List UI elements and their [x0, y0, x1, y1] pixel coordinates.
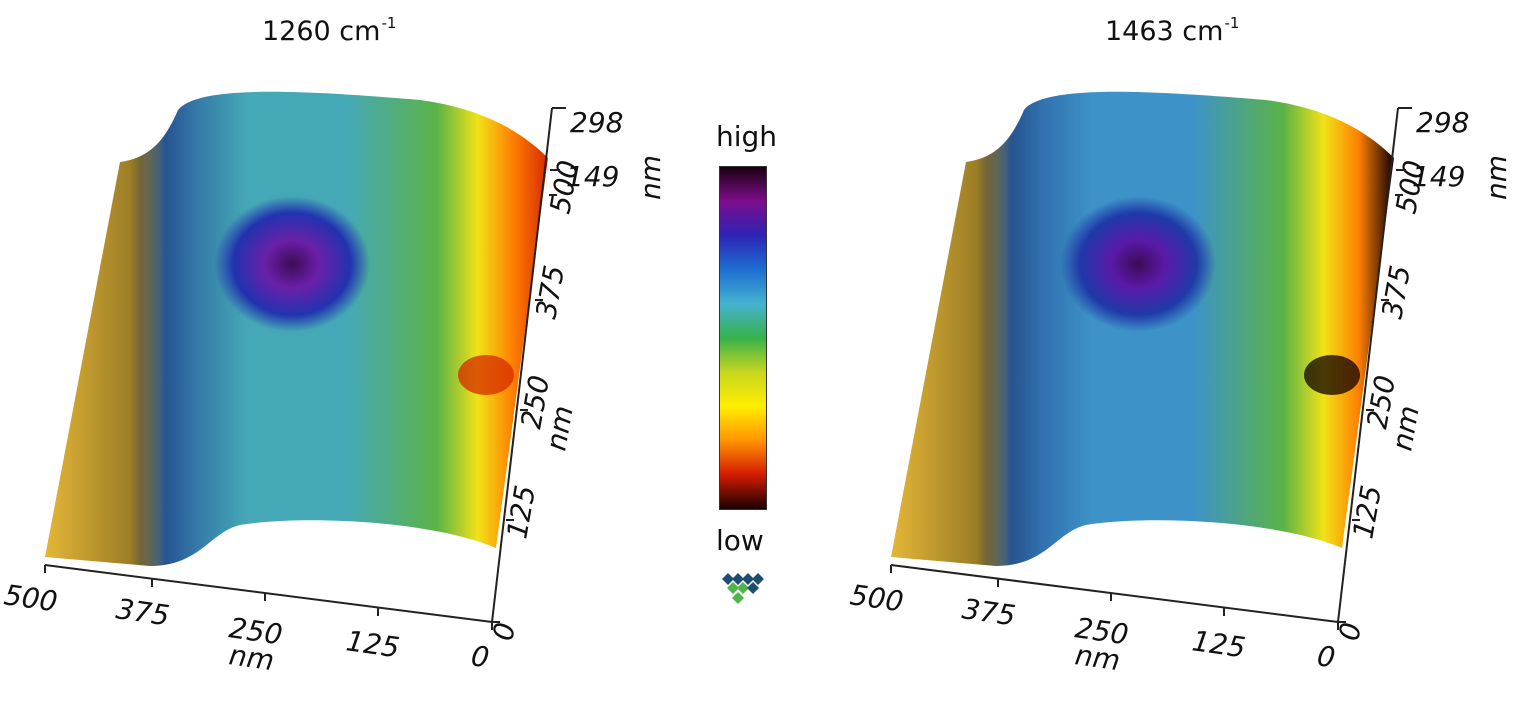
y-tick-label: 0: [486, 620, 522, 643]
z-tick-label: 298: [570, 106, 623, 139]
logo-diamond: [732, 573, 744, 585]
colorbar: [719, 166, 767, 510]
z-tick-label: 149: [566, 160, 619, 193]
y-tick-label: 0: [1332, 620, 1368, 643]
x-tick-label: 500: [848, 578, 906, 618]
x-tick-label: 375: [960, 592, 1018, 632]
x-tick-label: 125: [1190, 624, 1248, 664]
x-tick-label: 125: [344, 624, 402, 664]
x-axis-unit: nm: [227, 638, 276, 677]
colorbar-high-label: high: [716, 120, 778, 153]
y-axis-unit: nm: [1385, 403, 1425, 453]
panel-title-1260: 1260 cm-1: [262, 14, 396, 47]
z-tick-label: 298: [1416, 106, 1469, 139]
x-axis-unit: nm: [1073, 638, 1122, 677]
logo-diamond: [727, 582, 739, 594]
z-axis-unit: nm: [634, 155, 667, 200]
y-axis-line: [1337, 107, 1399, 623]
edge-hotspot: [458, 355, 514, 395]
y-axis-unit: nm: [539, 403, 579, 453]
x-axis-line: [44, 564, 493, 623]
panel-title-exponent: -1: [1224, 14, 1240, 32]
logo-diamond: [732, 592, 744, 604]
x-tick-label: 375: [114, 592, 172, 632]
edge-hotspot: [1304, 355, 1360, 395]
logo-diamond: [747, 582, 759, 594]
z-axis-unit: nm: [1480, 155, 1513, 200]
company-logo: [722, 573, 764, 604]
y-tick-label: 375: [529, 263, 571, 321]
panel-title-text: 1463 cm: [1105, 16, 1224, 47]
logo-diamond: [752, 573, 764, 585]
y-axis-line: [491, 107, 553, 623]
logo-diamond: [737, 582, 749, 594]
x-tick-label: 500: [2, 578, 60, 618]
y-tick-label: 375: [1375, 263, 1417, 321]
x-tick-label: 0: [469, 639, 491, 674]
x-tick-label: 250: [227, 611, 285, 651]
x-tick-label: 250: [1073, 611, 1131, 651]
logo-diamond: [722, 573, 734, 585]
absorption-hotspot: [214, 196, 370, 332]
panel-title-exponent: -1: [381, 14, 397, 32]
x-tick-label: 0: [1315, 639, 1337, 674]
logo-diamond: [742, 573, 754, 585]
absorption-hotspot: [1060, 196, 1216, 332]
colorbar-low-label: low: [716, 524, 764, 557]
panel-title-1463: 1463 cm-1: [1105, 14, 1239, 47]
x-axis-line: [890, 564, 1339, 623]
panel-title-text: 1260 cm: [262, 16, 381, 47]
z-tick-label: 149: [1412, 160, 1465, 193]
